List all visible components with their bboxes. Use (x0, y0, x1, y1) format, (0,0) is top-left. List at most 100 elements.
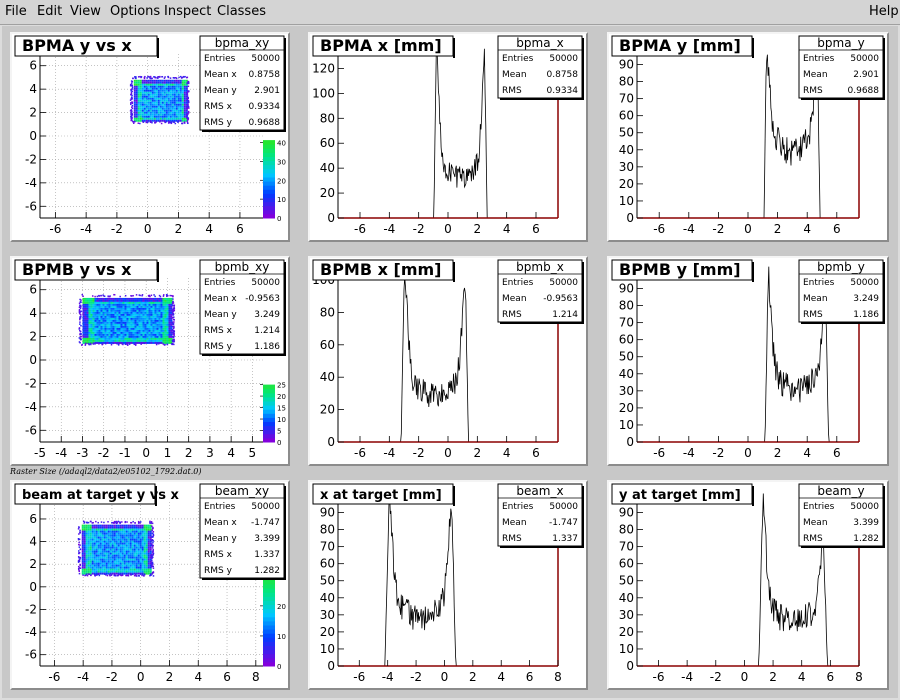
stats-label: Mean x (204, 518, 237, 528)
menu-options[interactable]: Options (110, 4, 161, 19)
x-tick-label: -1 (119, 446, 131, 460)
palette-bin (263, 413, 275, 418)
stats-shadow-b (202, 130, 286, 132)
y-tick-label: 0 (626, 659, 634, 673)
y-tick-label: 90 (619, 506, 634, 520)
y-tick-label: 50 (320, 574, 335, 588)
title-shadow (453, 262, 455, 282)
palette-tick-label: 10 (277, 196, 286, 204)
x-tick-label: 1 (164, 446, 172, 460)
palette-bin (263, 189, 275, 194)
heatmap-cells (129, 75, 190, 125)
y-tick-label: 20 (619, 401, 634, 415)
stats-value: 1.282 (853, 534, 879, 544)
x-tick-label: 6 (526, 670, 534, 684)
pad-beam-y[interactable]: -6 -4 -2 0 2 4 6 8 0 10 20 30 40 50 60 70 80 90 y at targe… (607, 480, 889, 690)
stats-label: RMS y (204, 118, 233, 128)
stats-label: RMS y (204, 342, 233, 352)
pad-bpma-x[interactable]: -6 -4 -2 0 2 4 6 0 20 40 60 80 100 120 BPMA x [mm] bpma… (308, 32, 588, 242)
x-tick-label: 4 (497, 670, 505, 684)
palette-bin (263, 421, 275, 427)
y-tick-label: 50 (619, 350, 634, 364)
palette-bin (263, 401, 275, 406)
stats-name: bpmb_xy (215, 260, 270, 274)
x-tick-label: -4 (80, 222, 92, 236)
y-tick-label: 60 (619, 333, 634, 347)
y-tick-label: 90 (619, 58, 634, 72)
stats-name: bpma_xy (215, 36, 269, 50)
x-tick-label: 6 (827, 670, 835, 684)
palette-bin (263, 604, 275, 610)
chart-title: y at target [mm] (619, 488, 741, 503)
title-shadow (157, 38, 159, 58)
palette-tick-label: 30 (277, 158, 286, 166)
stats-name: beam_xy (215, 484, 269, 498)
chart-svg: -6-4-20246020406080100BPMB x [mm]bpmb_xE… (312, 259, 584, 460)
raster-caption: Raster Size (/adaql2/data2/e05102_1792.d… (10, 467, 202, 476)
palette-bin (263, 633, 275, 638)
pad-bpma-y[interactable]: -6 -4 -2 0 2 4 6 0 10 20 30 40 50 60 70 80 90 BPMA y [mm]… (607, 32, 889, 242)
stats-value: 3.399 (254, 534, 280, 544)
palette-bin (263, 144, 275, 149)
y-tick-label: 60 (320, 136, 335, 150)
x-tick-label: 0 (444, 222, 452, 236)
stats-value: 1.214 (254, 326, 280, 336)
chart-title: x at target [mm] (320, 488, 442, 503)
chart-title: BPMB y vs x (22, 260, 132, 279)
stats-label: Entries (502, 54, 534, 64)
stats-value: 0.9688 (249, 118, 281, 128)
menu-edit[interactable]: Edit (37, 4, 63, 19)
title-shadow (453, 38, 455, 58)
pad-bpmb-xy[interactable]: 0 5 10 15 20 25 -5 -4 -3 -2 -1 0 1 2 3 4 5 -6 -4 -2 0 2 4 6 BPMB… (10, 256, 290, 466)
stats-shadow-r (883, 262, 885, 324)
y-tick-label: 20 (619, 625, 634, 639)
pad-bpma-xy[interactable]: 0 10 20 30 40 -6 -4 -2 0 2 4 6 -6 -4 -2 0 2 4 6 BPMA y vs x… (10, 32, 290, 242)
y-tick-label: -6 (25, 423, 37, 437)
x-tick-label: 2 (774, 222, 782, 236)
palette-bin (263, 209, 275, 215)
x-tick-label: 0 (137, 670, 145, 684)
stats-value: -0.9563 (543, 294, 578, 304)
stats-label: Mean (502, 294, 527, 304)
x-tick-label: 8 (554, 670, 562, 684)
y-tick-label: 0 (327, 211, 335, 225)
y-tick-label: 60 (619, 557, 634, 571)
pad-beam-x[interactable]: -6 -4 -2 0 2 4 6 8 0 10 20 30 40 50 60 70 80 90 x at targe… (308, 480, 588, 690)
menu-view[interactable]: View (70, 4, 101, 19)
y-tick-label: 80 (320, 523, 335, 537)
y-tick-label: 40 (619, 591, 634, 605)
stats-label: Mean (502, 518, 527, 528)
pad-bpmb-x[interactable]: -6-4-20246020406080100BPMB x [mm]bpmb_xE… (308, 256, 588, 466)
y-tick-label: 60 (619, 109, 634, 123)
y-tick-label: 0 (29, 353, 37, 367)
pad-bpmb-y[interactable]: -6 -4 -2 0 2 4 6 0 10 20 30 40 50 60 70 80 90 BPMB y [mm]… (607, 256, 889, 466)
menu-file[interactable]: File (5, 4, 27, 19)
palette-bin (263, 384, 275, 390)
stats-shadow-r (284, 262, 286, 356)
chart-title: BPMA y [mm] (619, 36, 741, 55)
stats-label: Mean (502, 70, 527, 80)
menu-inspect[interactable]: Inspect (164, 4, 212, 19)
menu-help[interactable]: Help (869, 4, 899, 19)
menu-bar: File Edit View Options Inspect Classes H… (0, 0, 900, 25)
x-tick-label: -5 (34, 446, 46, 460)
stats-shadow-r (883, 486, 885, 548)
palette-tick-label: 20 (277, 603, 286, 611)
stats-shadow-r (582, 38, 584, 100)
menu-classes[interactable]: Classes (217, 4, 266, 19)
stats-box (497, 35, 583, 99)
stats-value: 50000 (549, 54, 578, 64)
stats-value: 3.249 (853, 294, 879, 304)
palette-bin (263, 425, 275, 431)
stats-value: 50000 (549, 502, 578, 512)
stats-box (497, 483, 583, 547)
x-tick-label: -4 (681, 670, 693, 684)
stats-box (199, 259, 285, 355)
stats-value: 2.901 (853, 70, 879, 80)
x-tick-label: -2 (111, 222, 123, 236)
stats-value: 50000 (850, 502, 879, 512)
x-tick-label: -2 (712, 222, 724, 236)
